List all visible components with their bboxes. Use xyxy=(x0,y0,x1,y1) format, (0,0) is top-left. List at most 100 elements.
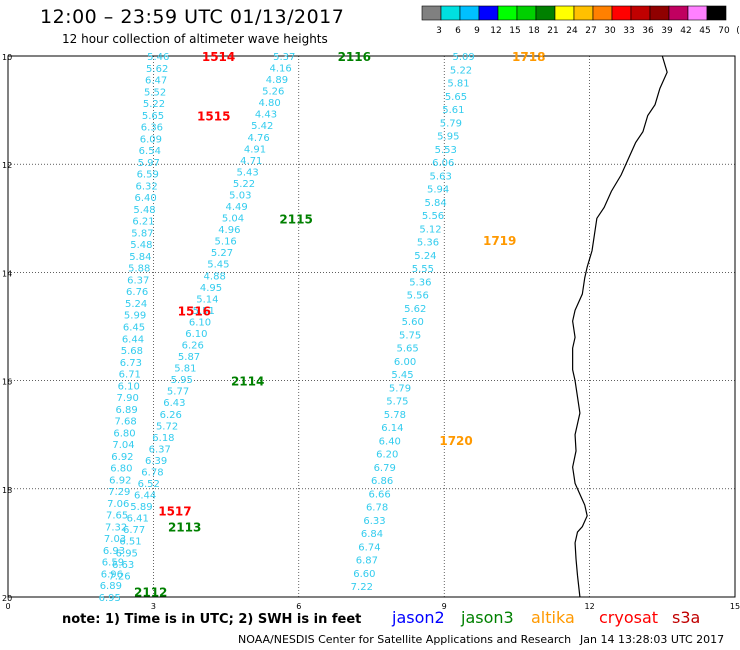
swh-value: 5.24 xyxy=(414,251,436,262)
scale-value: (ft) xyxy=(736,26,740,36)
swh-value: 4.89 xyxy=(266,75,288,86)
swh-value: 6.43 xyxy=(163,398,185,409)
swh-value: 5.94 xyxy=(427,185,449,196)
swh-value: 5.27 xyxy=(211,248,233,259)
swh-value: 6.59 xyxy=(102,558,124,569)
swh-value: 4.16 xyxy=(269,64,291,75)
scale-value: 18 xyxy=(528,26,540,36)
swh-value: 7.03 xyxy=(104,534,126,545)
swh-value: 6.89 xyxy=(100,581,122,592)
x-tick-label: 9 xyxy=(442,602,447,611)
swh-value: 7.90 xyxy=(117,393,139,404)
swh-value: 5.60 xyxy=(402,317,424,328)
scale-value: 27 xyxy=(585,26,596,36)
swh-value: 5.95 xyxy=(171,375,193,386)
pass-label-1719: 1719 xyxy=(483,234,516,248)
pass-label-2116: 2116 xyxy=(338,50,371,64)
pass-label-2113: 2113 xyxy=(168,521,201,535)
swh-value: 5.22 xyxy=(143,99,165,110)
swh-value: 5.81 xyxy=(174,364,196,375)
scale-value: 45 xyxy=(699,26,710,36)
swh-value: 5.24 xyxy=(125,299,147,310)
pass-label-1517: 1517 xyxy=(158,504,191,518)
swh-value: 6.37 xyxy=(127,275,149,286)
x-tick-label: 12 xyxy=(585,602,595,611)
swh-value: 5.77 xyxy=(167,387,189,398)
swh-value: 6.51 xyxy=(119,537,141,548)
swh-value: 6.39 xyxy=(145,456,167,467)
y-tick-label: 18 xyxy=(2,486,12,495)
swh-value: 5.42 xyxy=(251,121,273,132)
x-tick-label: 0 xyxy=(5,602,10,611)
swh-value: 5.22 xyxy=(233,179,255,190)
swh-value: 6.76 xyxy=(126,287,148,298)
swh-value: 5.51 xyxy=(193,306,215,317)
scale-swatch xyxy=(706,5,727,21)
swh-value: 6.33 xyxy=(363,516,385,527)
swh-value: 5.26 xyxy=(262,87,284,98)
swh-value: 5.72 xyxy=(156,421,178,432)
timestamp: Jan 14 13:28:03 UTC 2017 xyxy=(580,633,725,646)
swh-value: 5.87 xyxy=(178,352,200,363)
scale-value: 12 xyxy=(490,26,501,36)
swh-value: 5.65 xyxy=(142,111,164,122)
y-tick-label: 14 xyxy=(2,269,12,278)
swh-value: 6.21 xyxy=(132,217,154,228)
swh-value: 5.84 xyxy=(129,252,151,263)
swh-value: 4.91 xyxy=(244,144,266,155)
swh-value: 7.65 xyxy=(106,511,128,522)
swh-value: 6.14 xyxy=(381,423,403,434)
mission-label-altika: altika xyxy=(531,608,575,627)
scale-value: 3 xyxy=(436,26,442,36)
swh-value: 6.41 xyxy=(127,514,149,525)
swh-value: 5.75 xyxy=(386,397,408,408)
swh-value: 6.77 xyxy=(123,525,145,536)
swh-value: 6.06 xyxy=(432,158,454,169)
swh-value: 6.32 xyxy=(136,181,158,192)
swh-value: 5.87 xyxy=(131,228,153,239)
swh-value: 6.80 xyxy=(110,464,132,475)
y-tick-label: 10 xyxy=(2,53,12,62)
swh-value: 5.56 xyxy=(422,211,444,222)
swh-value: 6.00 xyxy=(394,357,416,368)
pass-label-2115: 2115 xyxy=(279,212,312,226)
swh-value: 5.63 xyxy=(430,171,452,182)
swh-value: 4.71 xyxy=(240,156,262,167)
swh-value: 5.45 xyxy=(207,260,229,271)
coastline xyxy=(572,55,668,598)
pass-label-1718: 1718 xyxy=(512,50,545,64)
swh-value: 5.04 xyxy=(222,214,244,225)
swh-value: 5.75 xyxy=(399,330,421,341)
swh-value: 7.29 xyxy=(108,487,130,498)
scale-value: 30 xyxy=(604,26,616,36)
swh-value: 5.09 xyxy=(452,52,474,63)
scale-value: 39 xyxy=(661,26,673,36)
credit-line: NOAA/NESDIS Center for Satellite Applica… xyxy=(238,633,572,646)
swh-value: 5.53 xyxy=(435,145,457,156)
mission-label-cryosat: cryosat xyxy=(599,608,659,627)
swh-value: 6.54 xyxy=(139,146,161,157)
pass-label-1720: 1720 xyxy=(439,434,472,448)
swh-value: 6.59 xyxy=(137,170,159,181)
swh-value: 5.68 xyxy=(121,346,143,357)
swh-value: 5.61 xyxy=(442,105,464,116)
scale-value: 36 xyxy=(642,26,654,36)
swh-value: 5.48 xyxy=(133,205,155,216)
swh-value: 6.84 xyxy=(361,529,383,540)
track-cryosat-1514-1517: 5.465.626.475.525.225.656.366.096.545.97… xyxy=(99,52,170,604)
swh-value: 7.06 xyxy=(107,499,129,510)
swh-value: 5.89 xyxy=(130,502,152,513)
swh-value: 6.47 xyxy=(145,76,167,87)
swh-value: 5.79 xyxy=(389,383,411,394)
swh-value: 6.92 xyxy=(109,475,131,486)
pass-label-2112: 2112 xyxy=(134,586,167,600)
swh-value: 4.95 xyxy=(200,283,222,294)
swh-value: 6.80 xyxy=(113,428,135,439)
swh-value: 6.78 xyxy=(141,467,163,478)
swh-value: 5.36 xyxy=(409,277,431,288)
swh-value: 6.44 xyxy=(122,334,144,345)
swh-value: 5.62 xyxy=(146,64,168,75)
pass-label-1516: 1516 xyxy=(178,304,211,318)
swh-value: 5.36 xyxy=(417,238,439,249)
swh-value: 5.84 xyxy=(424,198,446,209)
